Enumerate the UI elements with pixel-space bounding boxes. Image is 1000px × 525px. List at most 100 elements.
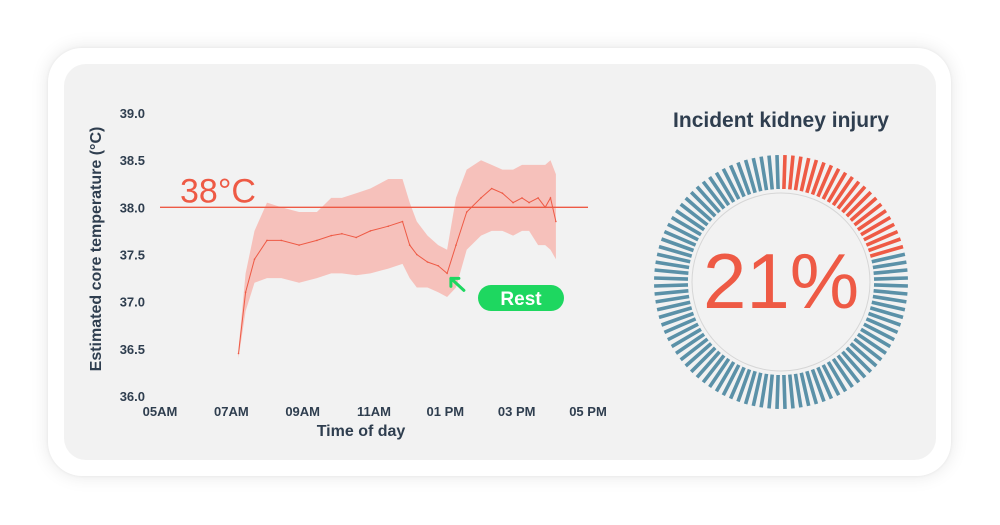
gauge-segment <box>655 294 690 304</box>
gauge-segment <box>863 322 896 342</box>
series-point <box>501 192 504 194</box>
series-point <box>480 197 482 199</box>
series-point <box>387 225 390 227</box>
gauge-segment <box>782 374 787 409</box>
gauge-segment <box>873 283 908 288</box>
gauge-segment <box>871 252 906 264</box>
gauge-segment <box>663 229 697 247</box>
y-tick-label: 36.0 <box>120 389 145 404</box>
gauge-segment <box>836 354 861 384</box>
y-tick-label: 37.5 <box>120 248 145 263</box>
x-tick-label: 11AM <box>357 404 391 419</box>
gauge-segment <box>849 342 878 368</box>
gauge-segment <box>656 300 691 312</box>
gauge-segment <box>670 327 702 349</box>
gauge-segment <box>721 364 741 397</box>
gauge-segment <box>793 373 803 408</box>
x-tick-label: 07AM <box>214 404 249 419</box>
gauge-segment <box>689 190 717 218</box>
gauge-segment-filled <box>849 196 878 222</box>
gauge-segment <box>826 361 848 393</box>
gauge-inner-circle <box>691 192 871 372</box>
gauge-segment <box>767 155 774 190</box>
gauge-segment <box>743 159 757 194</box>
gauge-segment-filled <box>867 237 902 253</box>
x-tick-label: 01 PM <box>427 404 465 419</box>
gauge-segment <box>751 372 763 407</box>
gauge-segment <box>701 180 726 210</box>
series-point <box>437 265 440 267</box>
annotation-arrow-icon <box>449 276 466 292</box>
series-point <box>446 272 448 275</box>
series-point <box>555 220 557 223</box>
gauge-segment <box>805 370 819 405</box>
series-point <box>330 234 333 237</box>
rest-badge <box>478 285 564 311</box>
gauge-segment <box>654 289 689 296</box>
series-point <box>341 232 343 235</box>
rest-badge-label: Rest <box>500 289 542 310</box>
gauge-segment <box>845 346 873 374</box>
gauge-segment <box>872 260 907 270</box>
temperature-series-line <box>238 187 557 354</box>
gauge-segment <box>666 322 699 342</box>
gauge-segment <box>743 370 757 405</box>
series-point <box>528 201 530 204</box>
y-axis-title: Estimated core temperature (°C) <box>88 127 105 372</box>
gauge-segment <box>663 317 697 335</box>
gauge-segment <box>841 350 867 379</box>
y-tick-label: 38.5 <box>120 153 145 168</box>
series-point <box>465 211 468 213</box>
series-point <box>512 201 514 204</box>
gauge-segment <box>674 332 706 355</box>
gauge-segment <box>869 306 904 320</box>
gauge-segment <box>775 374 780 409</box>
confidence-band <box>238 160 556 359</box>
gauge-segment-filled <box>799 157 811 192</box>
series-point <box>537 197 539 199</box>
gauge-segment <box>654 268 689 275</box>
gauge-segment <box>736 161 752 196</box>
gauge-segment <box>684 342 713 368</box>
gauge-segment <box>860 327 892 349</box>
gauge-segment <box>767 374 774 409</box>
gauge-segment <box>666 222 699 242</box>
gauge-segment <box>871 300 906 312</box>
gauge-segment <box>679 202 709 227</box>
gauge-segment <box>670 215 702 237</box>
x-tick-label: 09AM <box>285 404 320 419</box>
gauge-segment <box>656 252 691 264</box>
gauge-segment <box>701 354 726 384</box>
gauge-segment <box>714 361 736 393</box>
gauge-segment-filled <box>869 244 904 258</box>
gauge-title: Incident kidney injury <box>673 109 889 132</box>
gauge-segment <box>865 317 899 335</box>
gauge-segment <box>759 373 769 408</box>
gauge-segment <box>660 237 695 253</box>
series-point <box>237 352 240 355</box>
y-tick-label: 38.0 <box>120 200 145 215</box>
gauge-segment <box>873 276 908 281</box>
y-tick-label: 37.0 <box>120 295 145 310</box>
temperature-series-points <box>237 187 557 355</box>
series-point <box>369 230 372 232</box>
y-axis-ticks: 36.0 36.5 37.0 37.5 38.0 38.5 39.0 <box>120 106 145 404</box>
y-tick-label: 36.5 <box>120 342 145 357</box>
series-point <box>298 244 300 246</box>
gauge-segment-filled <box>853 202 883 227</box>
series-point <box>401 220 404 223</box>
gauge-ring <box>654 155 908 409</box>
gauge-segment <box>714 171 736 203</box>
gauge-segment <box>658 244 693 258</box>
gauge-segment-filled <box>788 155 795 190</box>
series-point <box>280 239 283 242</box>
gauge-segment-filled <box>860 215 892 237</box>
gauge-segment-filled <box>810 161 826 196</box>
gauge-segment <box>728 164 746 198</box>
series-point <box>544 206 546 209</box>
series-point <box>455 244 457 246</box>
gauge-segment-filled <box>845 190 873 218</box>
gauge-segment <box>658 306 693 320</box>
gauge-segment <box>873 289 908 296</box>
gauge-segment <box>775 155 780 190</box>
